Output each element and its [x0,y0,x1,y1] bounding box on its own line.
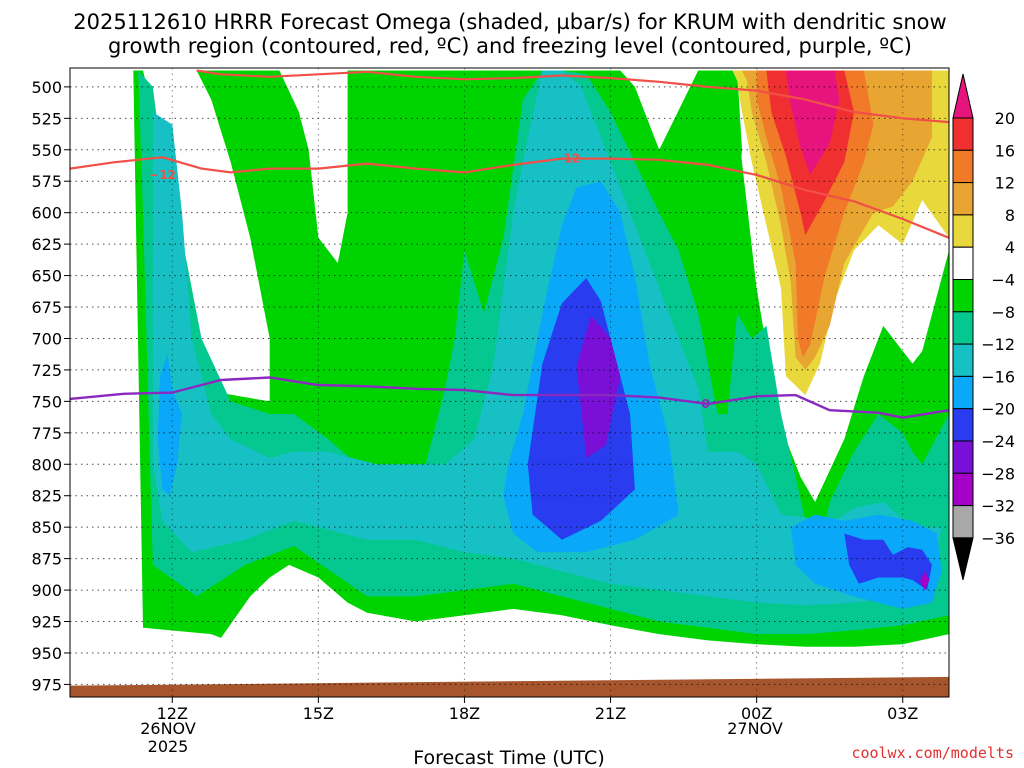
colorbar-level-label: −36 [981,529,1015,548]
y-tick-label: 675 [31,298,62,317]
omega-region-blue-right [844,533,932,591]
colorbar-level-label: 16 [995,141,1015,160]
colorbar-swatch [952,375,974,410]
ground-fill [70,676,949,697]
y-tick-label: 525 [31,109,62,128]
freezing-level-label: 0 [701,397,709,411]
omega-shaded-regions [94,70,950,647]
chart-title-line2: growth region (contoured, red, ºC) and f… [108,34,912,58]
omega-region-green-upper-right [698,70,742,276]
omega-region-violet-spot [919,571,930,591]
y-tick-label: 875 [31,550,62,569]
y-tick-label: 975 [31,675,62,694]
colorbar-swatch [952,311,974,345]
y-tick-label: 725 [31,361,62,380]
x-tick-label: 18Z [449,704,480,723]
x-tick-label: 12Z [157,704,188,723]
ground-surface [70,676,949,697]
y-tick-label: 500 [31,78,62,97]
colorbar-swatch [952,440,974,474]
x-tick-label: 15Z [303,704,334,723]
y-tick-label: 700 [31,329,62,348]
colorbar-level-label: −4 [991,271,1015,290]
plot-area: −12 −12 0 [69,67,950,698]
colorbar-swatch [952,279,974,313]
y-tick-label: 650 [31,267,62,286]
colorbar-level-label: 4 [1005,238,1015,257]
dgz-contour-line [196,69,950,124]
date-label-26nov: 26NOV [140,719,196,738]
colorbar-swatch [952,343,974,377]
freezing-level-line [69,376,950,419]
omega-region-skyblue-left [157,353,182,496]
y-tick-label: 800 [31,455,62,474]
grid-lines [70,68,949,697]
colorbar-swatch [952,408,974,442]
colorbar-bottom-triangle [952,537,974,581]
y-tick-label: 925 [31,613,62,632]
colorbar-level-label: −24 [981,432,1015,451]
omega-region-magenta [785,70,840,175]
x-axis-label: Forecast Time (UTC) [413,747,604,768]
y-tick-label: 950 [31,644,62,663]
y-tick-label: 550 [31,141,62,160]
colorbar-level-label: −32 [981,497,1015,516]
colorbar-level-label: −8 [991,303,1015,322]
plot-frame [69,67,950,698]
colorbar-swatch [952,117,974,151]
credit-text: coolwx.com/modelts [851,744,1014,762]
chart-title-line1: 2025112610 HRRR Forecast Omega (shaded, … [73,10,946,34]
y-tick-label: 850 [31,518,62,537]
dgz-contour-label: −12 [553,152,580,166]
colorbar-level-label: −28 [981,464,1015,483]
omega-region-purple-centre [576,315,621,458]
x-tick-label: 03Z [887,704,918,723]
colorbar-level-label: −16 [981,367,1015,386]
x-tick-label: 00Z [741,704,772,723]
y-tick-label: 625 [31,235,62,254]
y-tick-label: 825 [31,487,62,506]
colorbar-level-label: 8 [1005,206,1015,225]
temperature-contours: −12 −12 0 [69,69,950,419]
colorbar-swatch [952,472,974,507]
y-tick-label: 575 [31,172,62,191]
colorbar-swatch [952,149,974,184]
y-tick-label: 775 [31,424,62,443]
dgz-contour-line [69,156,950,239]
colorbar-swatch [952,182,974,216]
colorbar-level-label: 12 [995,174,1015,193]
colorbar-level-label: −20 [981,400,1015,419]
colorbar-swatch [952,246,974,280]
colorbar-swatch [952,505,974,539]
colorbar-swatch [952,214,974,248]
colorbar-top-triangle [952,73,974,119]
x-tick-label: 21Z [595,704,626,723]
colorbar-level-label: 20 [995,109,1015,128]
date-label-2025: 2025 [148,737,189,756]
x-axis-ticks: 12Z 15Z 18Z 21Z 00Z 03Z [157,697,918,723]
y-axis-ticks: 500 525 550 575 600 625 650 675 700 725 750 775 800 8… [31,78,70,694]
date-label-27nov: 27NOV [727,719,783,738]
y-tick-label: 600 [31,204,62,223]
colorbar: 20 16 12 8 4 −4 −8 −12 −16 −20 −24 −28 −32 −36 [952,73,1015,581]
y-tick-label: 900 [31,581,62,600]
dgz-contour-label: −12 [149,168,176,182]
y-tick-label: 750 [31,392,62,411]
colorbar-level-label: −12 [981,335,1015,354]
